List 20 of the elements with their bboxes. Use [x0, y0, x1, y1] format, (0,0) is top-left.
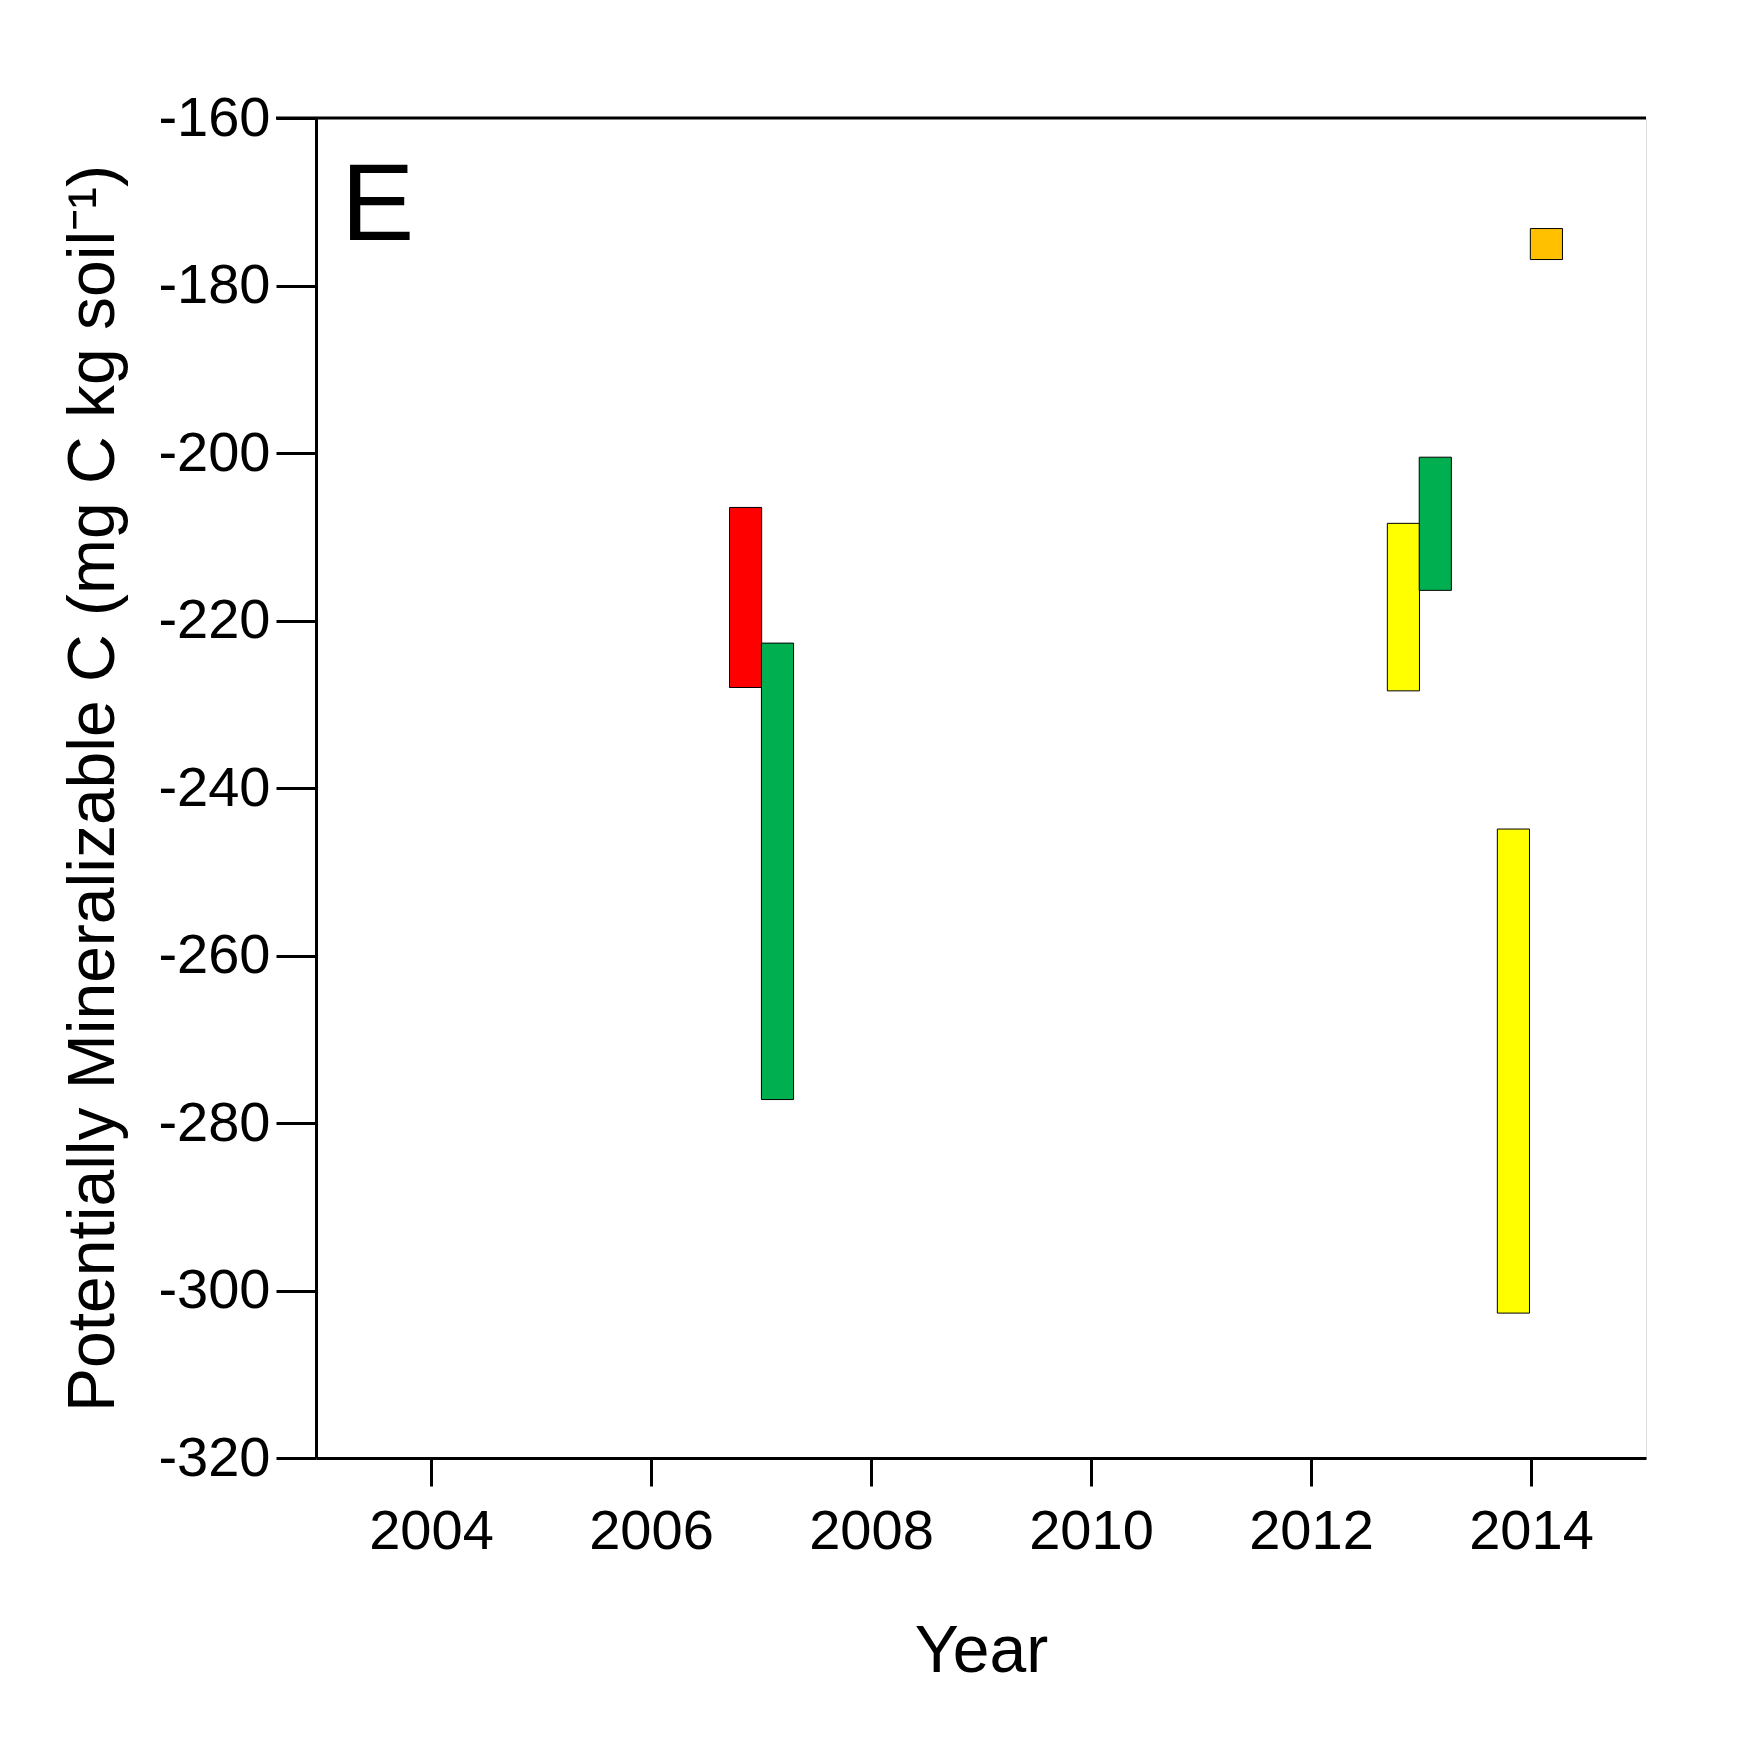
bar	[1529, 228, 1563, 261]
y-tick-label: -260	[158, 922, 271, 985]
y-tick-label: -200	[158, 419, 271, 483]
y-tick-label: -300	[158, 1257, 271, 1320]
x-tick-label: 2012	[1249, 1497, 1374, 1561]
annotation: E	[341, 140, 415, 263]
x-tick-label: 2014	[1469, 1497, 1594, 1561]
y-tick-label: -320	[158, 1424, 271, 1488]
y-tick-label: -220	[158, 587, 271, 650]
bar	[1496, 828, 1530, 1314]
y-tick-label: -180	[158, 252, 271, 315]
x-axis-title: Year	[914, 1611, 1049, 1686]
y-tick-label: -160	[158, 84, 271, 148]
x-tick-label: 2010	[1029, 1497, 1154, 1561]
y-tick-label: -240	[158, 754, 271, 818]
x-tick-label: 2008	[809, 1497, 934, 1561]
y-axis-title: Potentially Mineralizable C (mg C kg soil⁻¹)	[54, 164, 129, 1413]
y-tick-label: -280	[158, 1089, 271, 1153]
x-tick-label: 2006	[589, 1497, 714, 1561]
x-tick-label: 2004	[369, 1497, 494, 1561]
